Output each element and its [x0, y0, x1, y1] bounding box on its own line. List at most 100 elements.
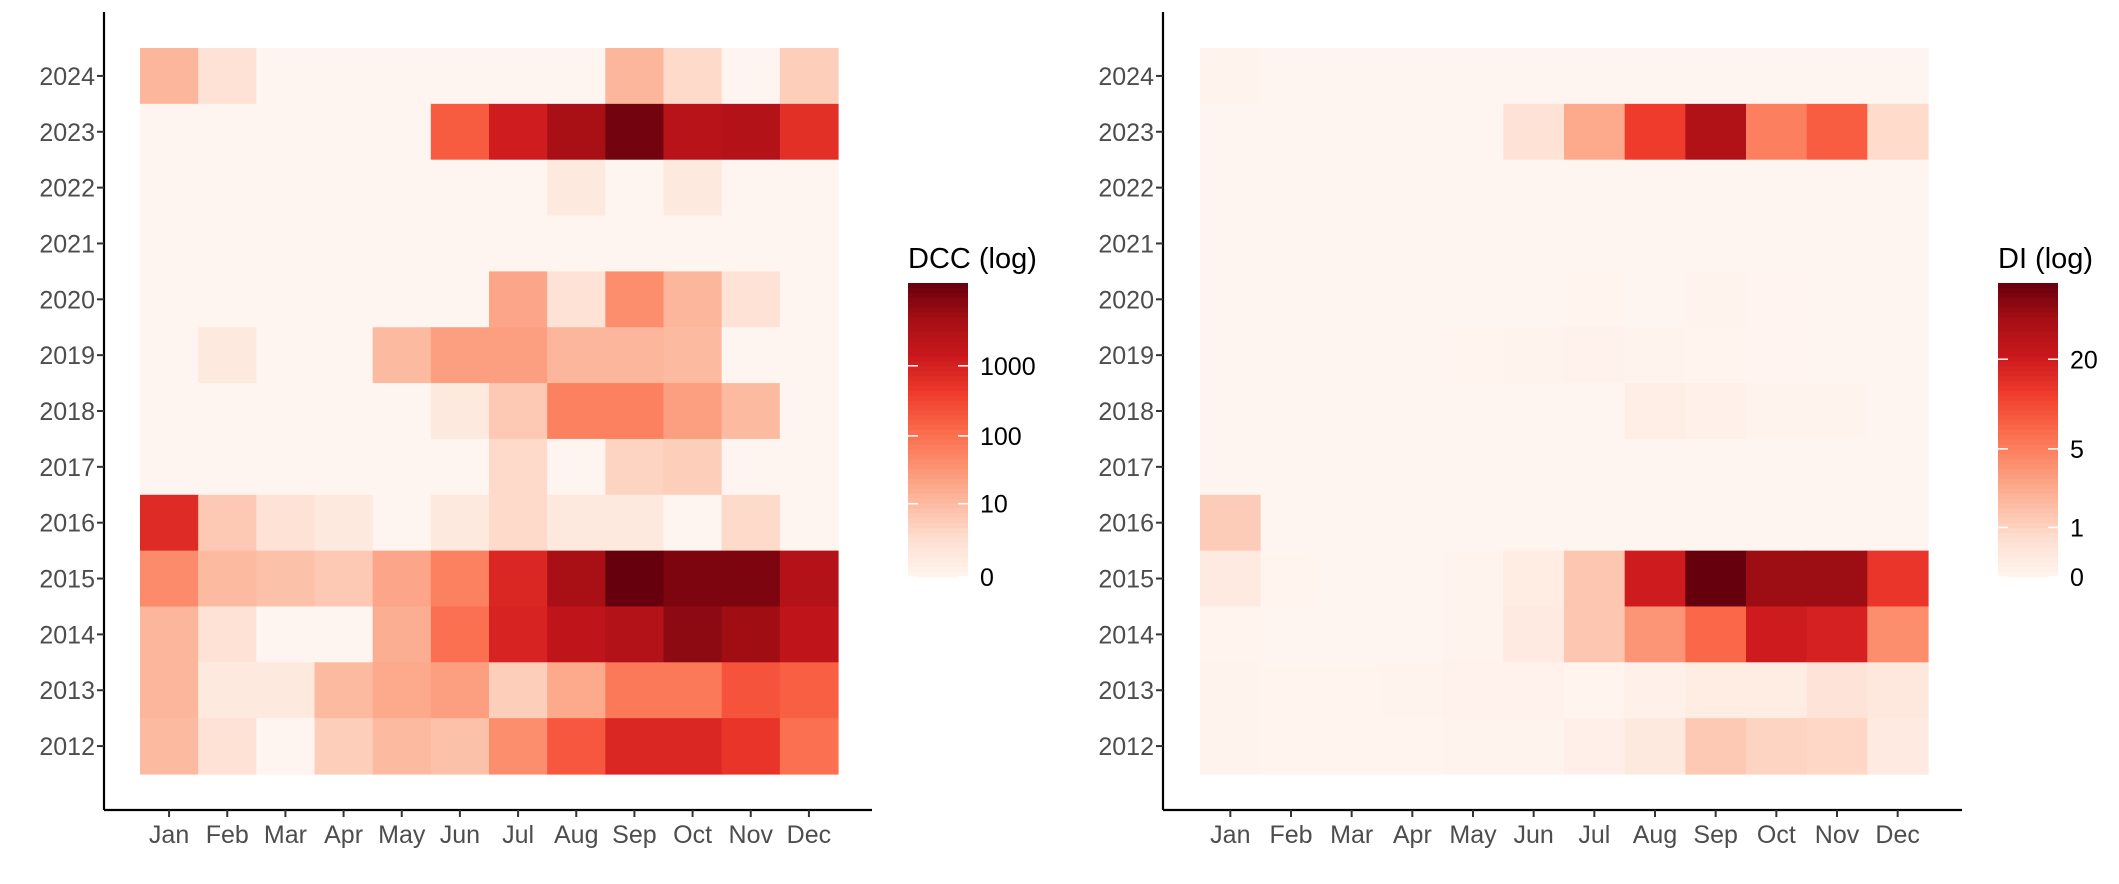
heatmap-cell: [605, 48, 665, 105]
heatmap-cell: [1867, 48, 1929, 105]
heatmap-cell: [1260, 438, 1322, 496]
heatmap-cell: [1806, 159, 1868, 217]
heatmap-cell: [547, 327, 606, 384]
heatmap-cell: [1564, 550, 1626, 608]
heatmap-cell: [1624, 383, 1686, 440]
heatmap-cell: [1503, 438, 1565, 496]
heatmap-cell: [663, 494, 723, 552]
heatmap-cell: [721, 103, 781, 161]
heatmap-cell: [256, 327, 316, 384]
y-tick-label: 2012: [1098, 733, 1154, 761]
colorbar-segment: [908, 547, 968, 554]
legend-tick-label: 5: [2070, 436, 2084, 464]
legend-tick-label: 1: [2070, 514, 2084, 542]
heatmap-cell: [140, 215, 199, 272]
heatmap-cell: [489, 383, 548, 440]
colorbar-segment: [1998, 390, 2058, 397]
heatmap-cell: [198, 48, 257, 105]
colorbar-segment: [1998, 302, 2058, 309]
heatmap-cell: [372, 271, 432, 328]
heatmap-cell: [605, 215, 665, 272]
colorbar-segment: [1998, 567, 2058, 573]
heatmap-cell: [1200, 271, 1262, 328]
colorbar-segment: [1998, 459, 2058, 465]
heatmap-cell: [1200, 662, 1262, 719]
heatmap-cell: [430, 718, 490, 775]
heatmap-cell: [1442, 271, 1504, 328]
heatmap-cell: [663, 606, 723, 663]
heatmap-cell: [198, 662, 257, 719]
y-tick-label: 2013: [1098, 677, 1154, 705]
colorbar-segment: [908, 508, 968, 514]
heatmap-cell: [140, 383, 199, 440]
heatmap-cell: [605, 550, 665, 608]
heatmap-cell: [430, 383, 490, 440]
heatmap-cell: [1624, 662, 1686, 719]
heatmap-cell: [605, 159, 665, 217]
heatmap-cell: [1382, 438, 1444, 496]
heatmap-cell: [605, 383, 665, 440]
legend-tick-label: 1000: [980, 353, 1036, 381]
colorbar-segment: [908, 528, 968, 534]
y-tick-label: 2024: [39, 63, 95, 91]
x-tick-label: Dec: [1875, 821, 1919, 849]
heatmap-cell: [1260, 159, 1322, 217]
heatmap-cell: [1685, 327, 1747, 384]
colorbar-segment: [908, 542, 968, 549]
heatmap-cell: [1867, 438, 1929, 496]
legend-title: DI (log): [1998, 243, 2093, 275]
heatmap-cell: [430, 159, 490, 217]
colorbar-segment: [1998, 381, 2058, 387]
heatmap-cell: [314, 48, 374, 105]
heatmap-cell: [256, 606, 316, 663]
x-tick-label: Jan: [149, 821, 189, 849]
heatmap-cell: [1503, 718, 1565, 775]
colorbar-segment: [1998, 474, 2058, 480]
heatmap-cell: [489, 103, 548, 161]
heatmap-cell: [1624, 48, 1686, 105]
heatmap-cell: [1442, 383, 1504, 440]
colorbar-segment: [1998, 444, 2058, 451]
heatmap-cell: [1624, 718, 1686, 775]
heatmap-cell: [430, 662, 490, 719]
colorbar-segment: [1998, 317, 2058, 323]
colorbar-segment: [908, 439, 968, 446]
heatmap-cell: [1503, 48, 1565, 105]
colorbar-segment: [908, 469, 968, 475]
heatmap-cell: [489, 718, 548, 775]
heatmap-cell: [314, 606, 374, 663]
heatmap-cell: [372, 438, 432, 496]
heatmap-cell: [140, 718, 199, 775]
colorbar-segment: [1998, 366, 2058, 372]
heatmap-cell: [430, 215, 490, 272]
colorbar-segment: [908, 498, 968, 505]
heatmap-cell: [1806, 550, 1868, 608]
heatmap-cell: [140, 494, 199, 552]
heatmap-cell: [430, 606, 490, 663]
heatmap-cell: [1624, 159, 1686, 217]
heatmap-cell: [1200, 550, 1262, 608]
y-tick-label: 2012: [39, 733, 95, 761]
heatmap-cell: [198, 494, 257, 552]
heatmap-cell: [1260, 383, 1322, 440]
y-tick-label: 2018: [39, 398, 95, 426]
heatmap-cell: [1867, 159, 1929, 217]
heatmap-cell: [1200, 494, 1262, 552]
heatmap-cell: [1260, 718, 1322, 775]
colorbar-segment: [908, 327, 968, 333]
heatmap-cell: [489, 606, 548, 663]
colorbar-segment: [908, 346, 968, 353]
y-tick-label: 2021: [1098, 230, 1154, 258]
colorbar-segment: [1998, 454, 2058, 460]
heatmap-cell: [372, 718, 432, 775]
heatmap-cell: [1685, 48, 1747, 105]
colorbar-segment: [908, 493, 968, 500]
colorbar-segment: [1998, 562, 2058, 568]
heatmap-cell: [547, 662, 606, 719]
colorbar-segment: [908, 464, 968, 470]
heatmap-cell: [1746, 215, 1808, 272]
colorbar-segment: [1998, 376, 2058, 382]
heatmap-cell: [605, 271, 665, 328]
heatmap-cell: [430, 550, 490, 608]
heatmap-cell: [663, 271, 723, 328]
